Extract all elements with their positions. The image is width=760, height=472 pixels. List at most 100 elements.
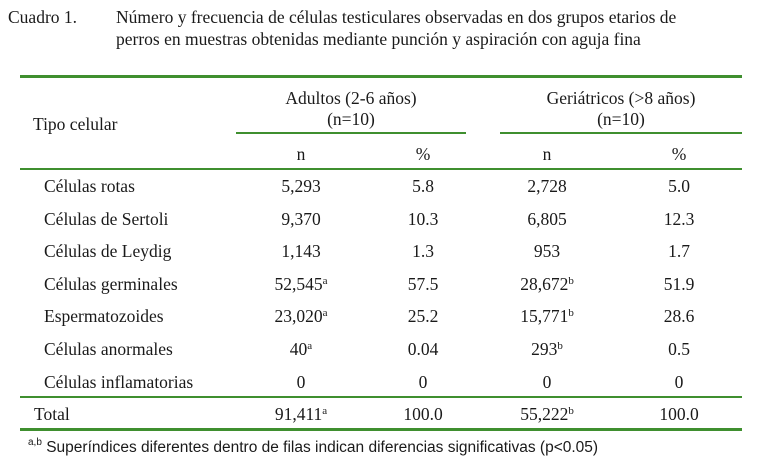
cell-n-adults: 23,020a [256, 305, 346, 327]
cell-value: 1,143 [281, 241, 321, 262]
table-row: Células rotas 5,293 5.8 2,728 5.0 [0, 170, 760, 202]
cell-value: 12.3 [663, 208, 695, 229]
total-label: Total [34, 404, 70, 424]
cell-value: 6,805 [527, 208, 567, 229]
cell-n-geriatric: 2,728 [502, 175, 592, 197]
cell-pct-geriatric: 12.3 [634, 208, 724, 230]
cell-value: 2,728 [527, 176, 567, 196]
table-row: Espermatozoides 23,020a 25.2 15,771b 28.6 [0, 300, 760, 332]
cell-value: 1.3 [412, 241, 434, 262]
cell-value: 0.04 [407, 339, 439, 359]
cell-value: 23,020 [274, 306, 323, 327]
group-rule-adults [236, 132, 466, 134]
cell-value: 5,293 [281, 176, 321, 196]
cell-value: 0 [296, 371, 306, 392]
total-rule [20, 396, 742, 398]
cell-n-adults: 1,143 [256, 240, 346, 262]
group-rule-geriatric [500, 132, 742, 134]
subheader-n-adults: n [296, 144, 306, 164]
cell-superscript: b [568, 274, 574, 287]
cell-value: 100.0 [659, 404, 699, 424]
row-label: Células rotas [44, 176, 135, 196]
cell-value: 100.0 [403, 404, 443, 424]
row-label: Células de Sertoli [44, 208, 169, 229]
row-label: Espermatozoides [44, 306, 164, 327]
cell-superscript: b [557, 340, 563, 352]
caption-text-2: perros en muestras obtenidas mediante pu… [116, 29, 641, 49]
cell-pct-adults: 5.8 [378, 175, 468, 197]
subheader-pct-geriatric: % [671, 144, 687, 164]
cell-value: 10.3 [407, 208, 439, 229]
cell-value: 953 [533, 241, 561, 262]
cell-n-adults: 52,545a [256, 273, 346, 295]
total-n-adults: 91,411a [256, 403, 346, 425]
cell-value: 55,222 [520, 404, 569, 424]
cell-n-geriatric: 953 [502, 240, 592, 262]
cell-pct-adults: 10.3 [378, 208, 468, 230]
footnote: a,b Superíndices diferentes dentro de fi… [28, 438, 598, 458]
cell-pct-geriatric: 5.0 [634, 175, 724, 197]
caption-label: Cuadro 1. [8, 7, 78, 27]
cell-superscript: a [322, 274, 328, 287]
cell-n-geriatric: 6,805 [502, 208, 592, 230]
cell-value: 51.9 [663, 273, 695, 294]
table-row: Células de Sertoli 9,370 10.3 6,805 12.3 [0, 203, 760, 235]
subheader-pct-adults: % [415, 144, 431, 164]
caption-text-1: Número y frecuencia de células testicula… [116, 7, 677, 27]
cell-superscript: a [322, 405, 328, 417]
cell-pct-geriatric: 0.5 [634, 338, 724, 360]
cell-superscript: a [322, 307, 328, 320]
table-row: Células germinales 52,545a 57.5 28,672b 51.9 [0, 268, 760, 300]
cell-pct-geriatric: 1.7 [634, 240, 724, 262]
cell-n-adults: 40a [256, 338, 346, 360]
group-header-geriatric: Geriátricos (>8 años) [546, 88, 696, 108]
caption-line-2: perros en muestras obtenidas mediante pu… [8, 28, 753, 50]
cell-n-geriatric: 293b [502, 338, 592, 360]
table-caption: Cuadro 1. Número y frecuencia de células … [8, 6, 753, 50]
cell-value: 15,771 [520, 306, 569, 327]
table-row: Células inflamatorias 0 0 0 0 [0, 366, 760, 398]
cell-value: 293 [531, 339, 558, 359]
cell-pct-geriatric: 0 [634, 371, 724, 393]
caption-line-1: Cuadro 1. Número y frecuencia de células … [8, 6, 753, 28]
cell-n-adults: 9,370 [256, 208, 346, 230]
cell-n-geriatric: 15,771b [502, 305, 592, 327]
row-label: Células anormales [44, 339, 173, 359]
header-row-label: Tipo celular [33, 114, 118, 134]
cell-value: 28,672 [520, 273, 569, 294]
cell-value: 57.5 [407, 273, 439, 294]
table-bottom-rule [20, 428, 742, 431]
cell-pct-geriatric: 51.9 [634, 273, 724, 295]
cell-pct-adults: 0.04 [378, 338, 468, 360]
cell-n-adults: 0 [256, 371, 346, 393]
row-label: Células inflamatorias [44, 371, 194, 392]
cell-value: 91,411 [274, 404, 323, 424]
group-n-geriatric: (n=10) [597, 109, 645, 129]
cell-n-geriatric: 28,672b [502, 273, 592, 295]
footnote-text: Superíndices diferentes dentro de filas … [46, 439, 599, 456]
cell-n-geriatric: 0 [502, 371, 592, 393]
cell-n-adults: 5,293 [256, 175, 346, 197]
cell-pct-adults: 0 [378, 371, 468, 393]
table-top-rule [20, 75, 742, 78]
total-n-geriatric: 55,222b [502, 403, 592, 425]
cell-pct-geriatric: 28.6 [634, 305, 724, 327]
row-label: Células germinales [44, 273, 178, 294]
subheader-n-geriatric: n [542, 144, 552, 164]
cell-value: 40 [289, 339, 308, 359]
cell-value: 0 [418, 371, 428, 392]
cell-superscript: a [307, 340, 313, 352]
cell-value: 5.8 [412, 176, 434, 196]
cell-value: 0 [674, 371, 684, 392]
total-row: Total 91,411a 100.0 55,222b 100.0 [0, 398, 760, 430]
cell-pct-adults: 25.2 [378, 305, 468, 327]
row-label: Células de Leydig [44, 241, 172, 262]
cell-pct-adults: 57.5 [378, 273, 468, 295]
table-row: Células anormales 40a 0.04 293b 0.5 [0, 333, 760, 365]
cell-value: 25.2 [407, 306, 439, 327]
cell-value: 0 [542, 371, 552, 392]
group-header-adults: Adultos (2-6 años) [285, 88, 417, 108]
cell-value: 28.6 [663, 306, 695, 327]
cell-pct-adults: 1.3 [378, 240, 468, 262]
cell-value: 0.5 [668, 339, 690, 359]
